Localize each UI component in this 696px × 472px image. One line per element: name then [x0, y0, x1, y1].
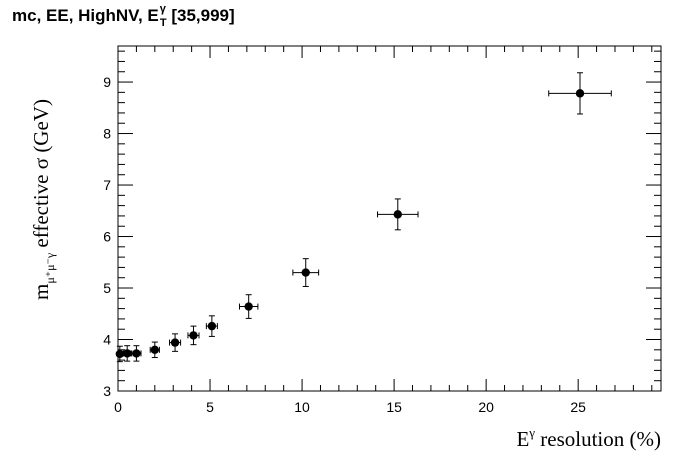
title-text: mc, EE, HighNV, E	[12, 6, 159, 25]
plot-frame	[117, 45, 662, 392]
y-tick-label: 4	[103, 332, 111, 348]
data-marker	[301, 268, 310, 277]
x-tick-label: 20	[478, 399, 494, 415]
data-marker	[150, 345, 160, 355]
data-point	[377, 198, 419, 231]
data-point	[548, 72, 612, 115]
data-marker	[132, 349, 141, 358]
data-point	[115, 345, 125, 363]
x-axis-title: Eγ resolution (%)	[516, 425, 661, 451]
data-point	[205, 315, 218, 337]
data-marker	[115, 349, 125, 359]
data-point	[131, 345, 142, 362]
y-tick-label: 3	[103, 383, 111, 399]
data-point	[238, 294, 259, 319]
plot-title: mc, EE, HighNV, EγT [35,999]	[12, 3, 235, 29]
data-marker	[393, 210, 402, 219]
axis-ticks	[117, 46, 661, 392]
data-marker	[189, 331, 198, 340]
y-axis-title: mμ⁺μ⁻γ effective σ (GeV)	[29, 99, 57, 300]
title-range: [35,999]	[171, 6, 235, 25]
data-points	[115, 72, 612, 363]
data-marker	[575, 89, 585, 98]
x-tick-label: 15	[386, 399, 402, 415]
y-tick-label: 5	[103, 280, 111, 296]
data-marker	[207, 321, 217, 331]
data-marker	[170, 338, 180, 347]
y-tick-label: 8	[103, 126, 111, 142]
y-tick-label: 9	[103, 74, 111, 90]
title-superscript: γ	[159, 3, 166, 15]
y-tick-label: 7	[103, 177, 111, 193]
data-point	[123, 345, 132, 362]
title-subscript: T	[159, 17, 167, 29]
x-tick-label: 0	[114, 399, 122, 415]
data-marker	[244, 302, 253, 311]
x-tick-label: 5	[206, 399, 214, 415]
axis-tick-labels: 0 5 10 15 20 25 3 4 5 6 7 8 9	[103, 74, 586, 415]
data-point	[149, 341, 160, 359]
data-marker	[123, 349, 132, 358]
data-point	[187, 325, 200, 346]
data-point	[169, 333, 182, 352]
y-tick-label: 6	[103, 229, 111, 245]
data-point	[292, 258, 320, 287]
x-tick-label: 25	[570, 399, 586, 415]
x-tick-label: 10	[294, 399, 310, 415]
